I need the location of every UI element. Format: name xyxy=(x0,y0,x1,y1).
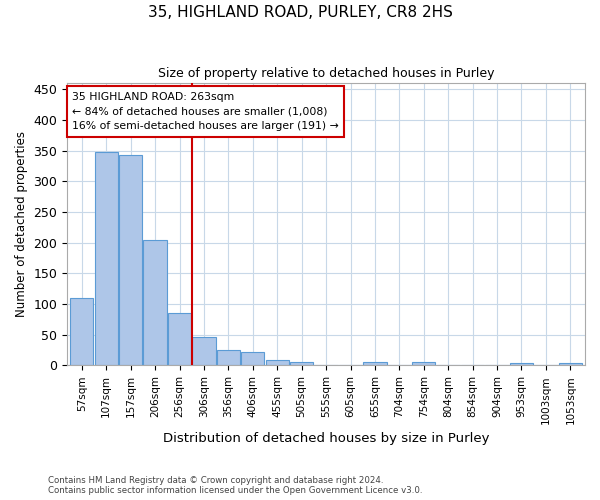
Bar xyxy=(168,313,191,366)
Bar xyxy=(510,364,533,366)
Bar xyxy=(143,240,167,366)
Bar xyxy=(266,360,289,366)
Bar xyxy=(559,364,582,366)
Bar xyxy=(193,337,215,366)
Bar xyxy=(290,362,313,366)
Bar xyxy=(119,155,142,366)
Bar xyxy=(364,362,386,366)
Title: Size of property relative to detached houses in Purley: Size of property relative to detached ho… xyxy=(158,68,494,80)
Bar xyxy=(217,350,240,366)
Y-axis label: Number of detached properties: Number of detached properties xyxy=(15,131,28,317)
Text: Contains HM Land Registry data © Crown copyright and database right 2024.
Contai: Contains HM Land Registry data © Crown c… xyxy=(48,476,422,495)
Text: 35, HIGHLAND ROAD, PURLEY, CR8 2HS: 35, HIGHLAND ROAD, PURLEY, CR8 2HS xyxy=(148,5,452,20)
Text: 35 HIGHLAND ROAD: 263sqm
← 84% of detached houses are smaller (1,008)
16% of sem: 35 HIGHLAND ROAD: 263sqm ← 84% of detach… xyxy=(73,92,339,131)
Bar xyxy=(241,352,265,366)
X-axis label: Distribution of detached houses by size in Purley: Distribution of detached houses by size … xyxy=(163,432,490,445)
Bar xyxy=(412,362,436,366)
Bar xyxy=(95,152,118,366)
Bar xyxy=(70,298,94,366)
